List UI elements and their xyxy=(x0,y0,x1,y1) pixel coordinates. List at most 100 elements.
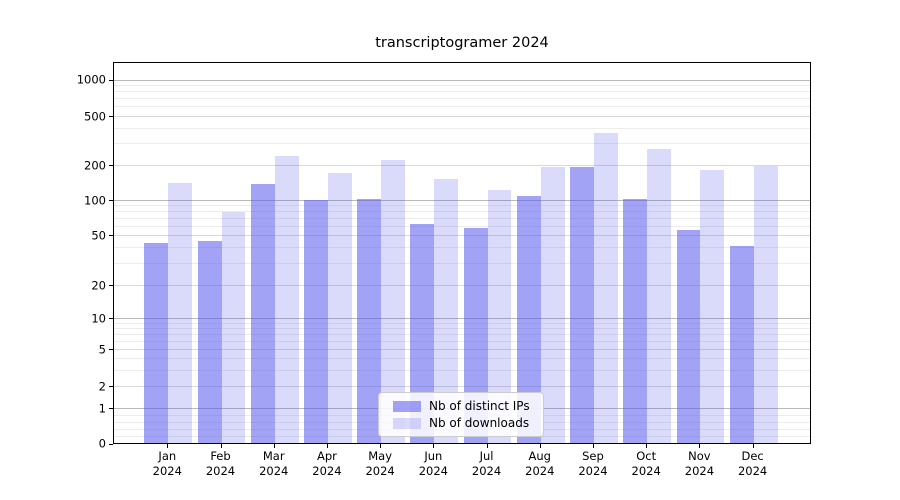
y-tick-mark xyxy=(109,408,113,409)
gridline xyxy=(114,91,810,93)
y-tick-mark xyxy=(109,349,113,350)
y-tick-label: 1000 xyxy=(76,72,106,87)
y-tick-label: 100 xyxy=(84,193,106,207)
bar-downloads-apr xyxy=(327,173,352,443)
x-tick-label-dec: Dec 2024 xyxy=(737,449,768,478)
y-tick-mark xyxy=(109,285,113,286)
gridline xyxy=(114,318,810,320)
gridline xyxy=(114,369,810,371)
gridline xyxy=(114,211,810,213)
gridline xyxy=(114,323,810,324)
x-tick-label-oct: Oct 2024 xyxy=(631,449,661,478)
y-tick-mark xyxy=(109,444,113,445)
gridline xyxy=(114,235,810,236)
y-tick-label: 0 xyxy=(98,436,106,451)
gridline xyxy=(114,334,810,336)
y-tick-label: 5 xyxy=(98,342,106,357)
x-tick-label-aug: Aug 2024 xyxy=(525,449,555,478)
legend-label-distinct-ips: Nb of distinct IPs xyxy=(429,399,530,413)
x-tick-mark xyxy=(593,444,594,448)
gridline xyxy=(114,358,810,360)
bar-downloads-jul xyxy=(487,190,512,443)
gridline xyxy=(114,225,810,227)
x-tick-mark xyxy=(167,444,168,448)
gridline xyxy=(114,262,810,264)
legend-swatch-distinct-ips xyxy=(393,400,421,412)
y-tick-label: 1 xyxy=(98,401,106,416)
x-tick-mark xyxy=(433,444,434,448)
bar-distinct-ips-apr xyxy=(304,200,328,443)
y-tick-mark xyxy=(109,386,113,387)
bar-downloads-may xyxy=(381,159,406,443)
plot-area xyxy=(113,62,811,444)
x-tick-label-apr: Apr 2024 xyxy=(312,449,342,478)
bar-distinct-ips-may xyxy=(357,199,382,443)
x-tick-label-jun: Jun 2024 xyxy=(418,449,448,478)
y-tick-mark xyxy=(109,235,113,236)
bar-downloads-mar xyxy=(274,155,299,443)
x-tick-mark xyxy=(380,444,381,448)
bar-downloads-dec xyxy=(753,166,778,443)
y-tick-label: 500 xyxy=(84,109,106,123)
bar-downloads-jan xyxy=(168,183,193,443)
x-tick-label-may: May 2024 xyxy=(365,449,395,478)
y-tick-label: 2 xyxy=(98,379,106,393)
gridline xyxy=(114,218,810,219)
gridline xyxy=(114,328,810,330)
gridline xyxy=(114,247,810,249)
x-tick-mark xyxy=(540,444,541,448)
x-tick-label-jul: Jul 2024 xyxy=(471,449,502,478)
bar-distinct-ips-sep xyxy=(570,167,594,443)
bar-distinct-ips-oct xyxy=(623,198,648,443)
gridline xyxy=(114,85,810,87)
gridline xyxy=(114,98,810,100)
gridline xyxy=(114,205,810,207)
x-tick-label-feb: Feb 2024 xyxy=(205,449,236,478)
y-tick-label: 50 xyxy=(91,228,106,242)
bar-downloads-oct xyxy=(647,148,672,443)
y-tick-label: 10 xyxy=(91,311,106,326)
bar-downloads-nov xyxy=(700,170,725,443)
y-tick-label: 200 xyxy=(84,158,106,172)
bar-distinct-ips-dec xyxy=(729,245,754,443)
y-tick-mark xyxy=(109,80,113,81)
chart-title: transcriptogramer 2024 xyxy=(375,35,549,51)
x-tick-mark xyxy=(221,444,222,448)
legend-swatch-downloads xyxy=(393,417,421,429)
gridline xyxy=(114,116,810,117)
y-tick-mark xyxy=(109,165,113,166)
y-tick-mark xyxy=(109,200,113,201)
gridline xyxy=(114,200,810,201)
gridline xyxy=(114,127,810,129)
legend-label-downloads: Nb of downloads xyxy=(429,416,530,430)
gridline xyxy=(114,143,810,145)
gridline xyxy=(114,165,810,166)
bar-downloads-aug xyxy=(540,166,565,443)
bar-downloads-sep xyxy=(593,133,618,443)
gridline xyxy=(114,79,810,81)
legend-item-distinct-ips: Nb of distinct IPs xyxy=(387,399,535,413)
gridline xyxy=(114,386,810,387)
bar-distinct-ips-mar xyxy=(250,184,275,443)
bar-distinct-ips-aug xyxy=(516,195,541,443)
bar-downloads-feb xyxy=(221,211,246,443)
x-tick-mark xyxy=(753,444,754,448)
bar-distinct-ips-jun xyxy=(410,224,435,443)
x-tick-mark xyxy=(699,444,700,448)
y-tick-mark xyxy=(109,116,113,117)
bar-distinct-ips-nov xyxy=(676,230,701,443)
x-tick-mark xyxy=(487,444,488,448)
x-tick-label-nov: Nov 2024 xyxy=(684,449,715,478)
gridline xyxy=(114,106,810,108)
legend-item-downloads: Nb of downloads xyxy=(387,416,535,430)
gridline xyxy=(114,349,810,351)
bar-downloads-jun xyxy=(434,179,459,443)
bar-distinct-ips-jul xyxy=(463,227,488,443)
x-tick-label-mar: Mar 2024 xyxy=(259,449,289,478)
x-tick-label-sep: Sep 2024 xyxy=(578,449,608,478)
x-tick-label-jan: Jan 2024 xyxy=(152,449,182,478)
gridline xyxy=(114,341,810,343)
x-tick-mark xyxy=(327,444,328,448)
gridline xyxy=(114,285,810,286)
y-tick-label: 20 xyxy=(91,278,106,292)
